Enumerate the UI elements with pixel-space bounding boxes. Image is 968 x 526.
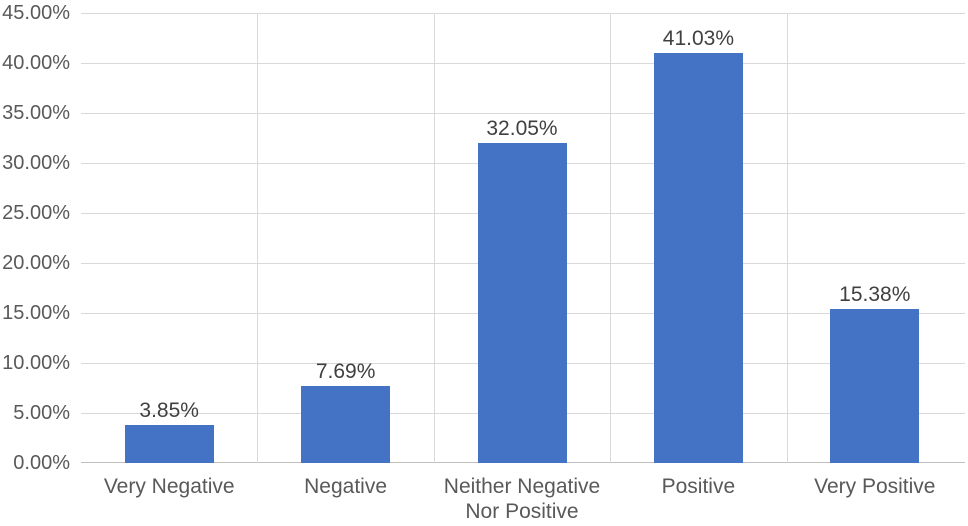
bar-positive xyxy=(653,52,743,463)
plot-area: 3.85% 7.69% 32.05% 41.03% 15.38% xyxy=(81,13,965,463)
x-axis: Very Negative Negative Neither Negative No… xyxy=(81,474,963,526)
bar-value-negative: 7.69% xyxy=(315,360,376,384)
bar-neither-negative-nor-positive xyxy=(477,142,567,463)
bar-very-positive xyxy=(830,309,920,463)
y-axis-tick-label: 20.00% xyxy=(2,252,70,274)
x-axis-category-label-neither-negative-nor-positive: Neither Negative Nor Positive xyxy=(443,475,601,523)
y-axis-tick-label: 35.00% xyxy=(2,102,70,124)
bar-value-very-negative: 3.85% xyxy=(139,398,199,422)
x-axis-category-label-very-negative: Very Negative xyxy=(103,475,235,498)
y-axis-tick-label: 10.00% xyxy=(2,352,70,374)
gridline-horizontal xyxy=(81,13,965,14)
x-axis-category-label-negative: Negative xyxy=(304,475,388,498)
y-axis-tick-label: 30.00% xyxy=(2,152,70,174)
y-axis-tick-label: 40.00% xyxy=(2,52,70,74)
bar-very-negative xyxy=(124,424,214,463)
bar-value-very-positive: 15.38% xyxy=(839,283,911,307)
bar-negative xyxy=(301,386,391,463)
bar-value-neither-negative-nor-positive: 32.05% xyxy=(486,116,558,140)
gridline-horizontal xyxy=(81,63,965,64)
x-axis-category-label-very-positive: Very Positive xyxy=(814,475,936,498)
bar-value-positive: 41.03% xyxy=(662,26,735,50)
gridline-horizontal xyxy=(81,113,965,114)
y-axis-tick-label: 5.00% xyxy=(13,402,70,424)
gridline-vertical xyxy=(257,13,258,463)
y-axis-tick-label: 25.00% xyxy=(2,202,70,224)
y-axis-tick-label: 15.00% xyxy=(2,302,70,324)
y-axis-tick-label: 45.00% xyxy=(2,2,70,24)
gridline-vertical xyxy=(610,13,611,463)
y-axis-tick-label: 0.00% xyxy=(13,452,70,474)
x-axis-category-label-positive: Positive xyxy=(661,475,736,498)
gridline-vertical xyxy=(787,13,788,463)
gridline-vertical xyxy=(434,13,435,463)
